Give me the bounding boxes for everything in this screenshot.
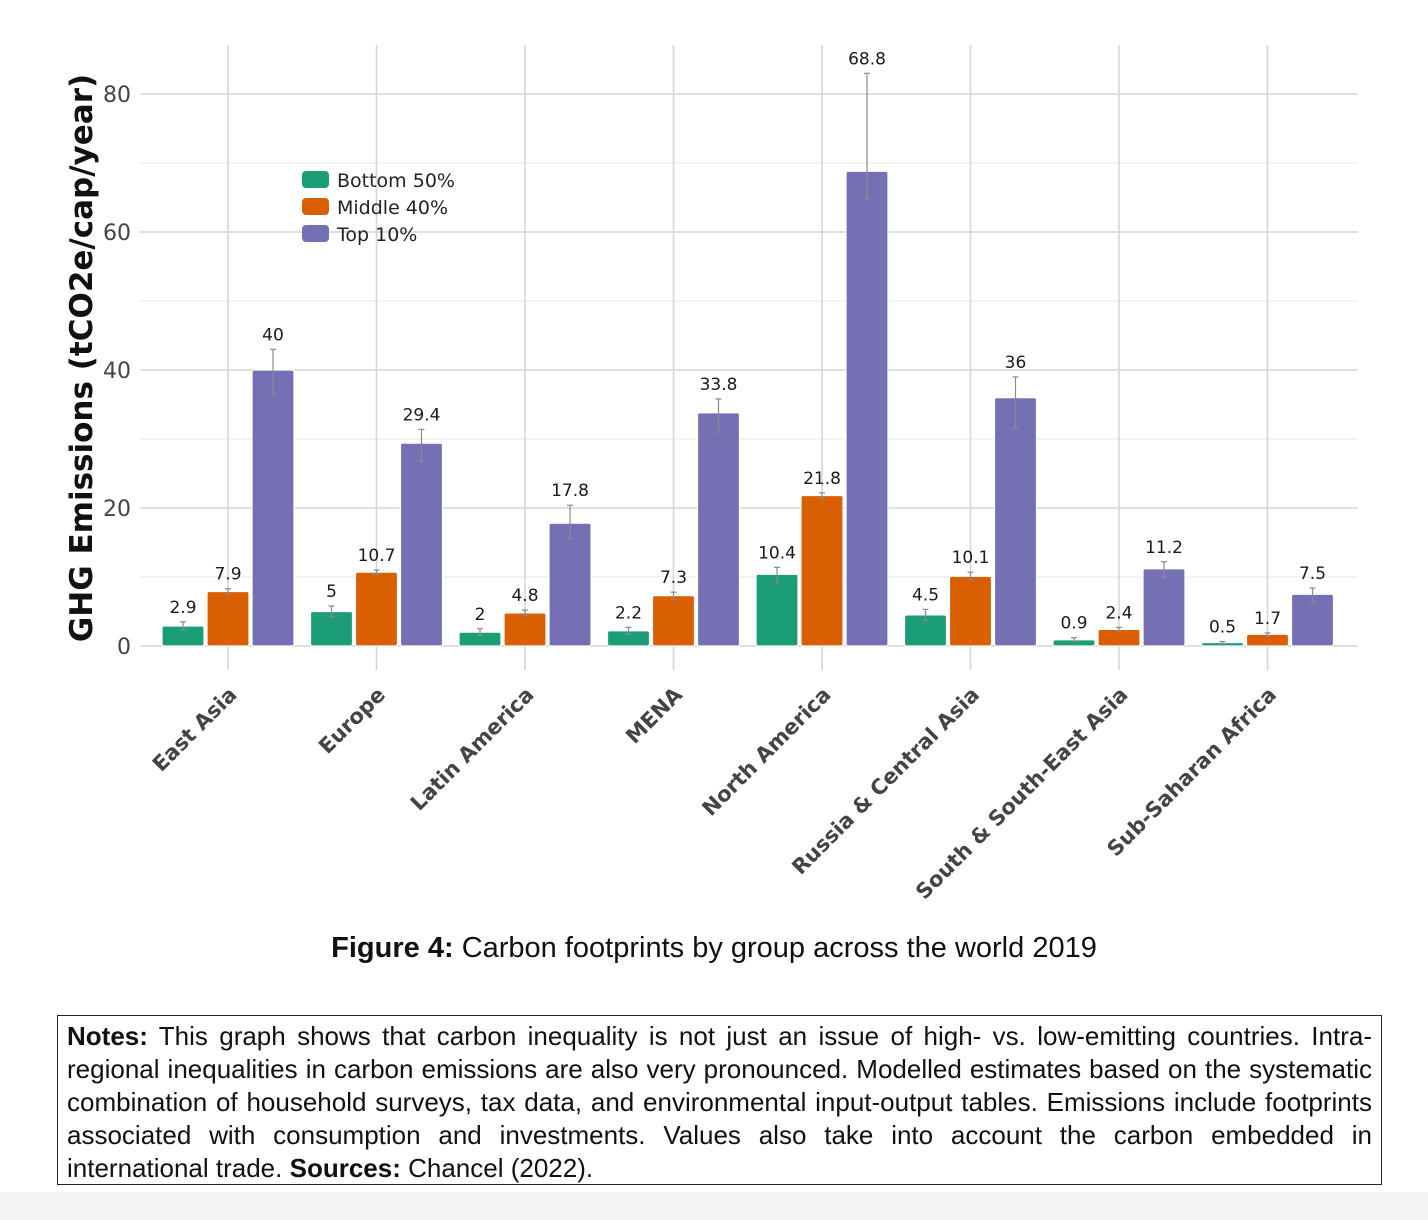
bar-middle-40 [651,595,696,647]
legend-swatch [302,198,329,215]
figure-caption: Figure 4: Carbon footprints by group acr… [0,932,1428,965]
y-tick-label: 60 [103,221,131,246]
bars [161,170,1335,647]
data-label: 11.2 [1145,538,1183,558]
x-tick-label: East Asia [148,683,242,777]
page-bottom-strip [0,1192,1428,1220]
x-axis-ticks: East Asia Europe Latin America MENA North Am… [148,682,1281,904]
data-label: 7.3 [660,568,687,588]
y-tick-label: 40 [103,359,131,384]
legend-swatch [302,171,329,188]
data-label: 2.4 [1105,603,1132,623]
bar-middle-40 [1097,628,1141,647]
data-label: 2.9 [169,598,196,618]
data-label: 4.5 [912,585,939,605]
bar-middle-40 [354,571,399,647]
error-bars [180,72,1316,645]
emissions-bar-chart: 0 20 40 60 80 GHG Emissions (tCO2e/cap/year)… [64,45,1358,904]
x-tick-label: MENA [621,682,687,748]
data-label: 33.8 [700,375,738,395]
x-tick-label: Sub-Saharan Africa [1102,683,1281,862]
data-label: 7.5 [1299,564,1326,584]
data-labels: 2.9 5 2 2.2 10.4 4.5 0.9 0.5 7.9 10.7 4.8 7.3 21.8 10… [169,49,1326,637]
data-label: 21.8 [803,469,841,489]
data-label: 4.8 [511,586,538,606]
bar-middle-40 [800,494,844,647]
bar-top-10 [993,397,1038,647]
data-label: 2.2 [615,603,642,623]
bar-top-10 [251,369,295,647]
bar-top-10 [548,522,592,647]
data-label: 68.8 [848,49,886,69]
bar-bottom-50 [755,573,799,647]
figure-caption-label: Figure 4: [331,932,454,964]
data-label: 17.8 [551,481,589,501]
legend-label: Middle 40% [337,197,448,219]
legend: Bottom 50% Middle 40% Top 10% [302,170,455,246]
x-tick-label: Europe [314,683,390,759]
bar-middle-40 [206,590,250,647]
data-label: 10.7 [358,546,396,566]
notes-label: Notes: [67,1021,148,1051]
notes-text: This graph shows that carbon inequality … [67,1021,1372,1183]
bar-top-10 [399,442,444,647]
legend-label: Bottom 50% [337,170,455,192]
notes-box: Notes: This graph shows that carbon ineq… [57,1015,1382,1185]
legend-label: Top 10% [336,224,417,246]
bar-middle-40 [948,575,993,647]
bar-top-10 [1142,568,1186,647]
data-label: 2 [475,605,486,625]
data-label: 40 [262,325,284,345]
x-tick-label: North America [697,683,835,821]
data-label: 7.9 [214,565,241,585]
figure-caption-text: Carbon footprints by group across the wo… [461,932,1097,964]
data-label: 1.7 [1254,609,1281,629]
sources-text: Chancel (2022). [408,1153,594,1183]
bar-middle-40 [503,612,547,647]
y-tick-label: 80 [103,83,131,108]
data-label: 36 [1005,353,1027,373]
data-label: 29.4 [403,405,441,425]
x-tick-label: Latin America [406,683,539,816]
data-label: 10.4 [758,543,796,563]
data-label: 10.1 [952,548,990,568]
data-label: 5 [326,582,337,602]
y-axis-label: GHG Emissions (tCO2e/cap/year) [64,74,100,642]
data-label: 0.9 [1060,614,1087,634]
bar-top-10 [845,170,889,647]
data-label: 0.5 [1209,618,1236,638]
sources-label: Sources: [289,1153,401,1183]
y-tick-label: 20 [103,497,131,522]
legend-swatch [302,225,329,242]
bar-top-10 [696,412,741,647]
y-axis-ticks: 0 20 40 60 80 [103,83,131,660]
y-tick-label: 0 [117,635,131,660]
